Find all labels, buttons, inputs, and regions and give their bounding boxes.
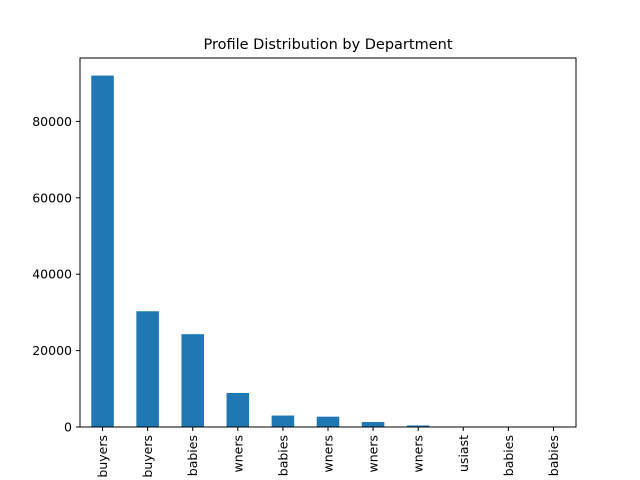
x-tick-label: wners [366, 435, 381, 473]
plot-frame [79, 57, 577, 428]
x-tick-label: wners [321, 435, 336, 473]
bar [181, 334, 204, 427]
y-tick-label: 40000 [32, 267, 72, 282]
x-tick-label: babies [275, 435, 290, 476]
chart-title: Profile Distribution by Department [203, 37, 452, 53]
x-tick-label: wners [411, 435, 426, 473]
y-tick-label: 20000 [32, 343, 72, 358]
bar [271, 415, 295, 427]
x-tick-label: usiast [456, 435, 471, 472]
x-tick-label: wners [230, 435, 245, 473]
y-tick-label: 0 [64, 420, 72, 435]
bar [226, 393, 250, 427]
bars-group [91, 75, 565, 428]
bar [136, 311, 159, 427]
x-tick-label: babies [185, 435, 200, 476]
x-tick-label: buyers [140, 435, 155, 478]
bar [91, 75, 114, 428]
bar [406, 425, 430, 427]
y-tick-label: 80000 [32, 114, 72, 129]
x-axis: buyers buyers babies wners babies wners wners w… [95, 427, 561, 478]
x-tick-label: babies [546, 435, 561, 476]
x-tick-label: buyers [95, 435, 110, 478]
x-tick-label: babies [501, 435, 516, 476]
y-tick-label: 60000 [32, 190, 72, 205]
y-axis: 0 20000 40000 60000 80000 [32, 114, 80, 435]
bar [316, 416, 340, 427]
bar [361, 422, 385, 427]
